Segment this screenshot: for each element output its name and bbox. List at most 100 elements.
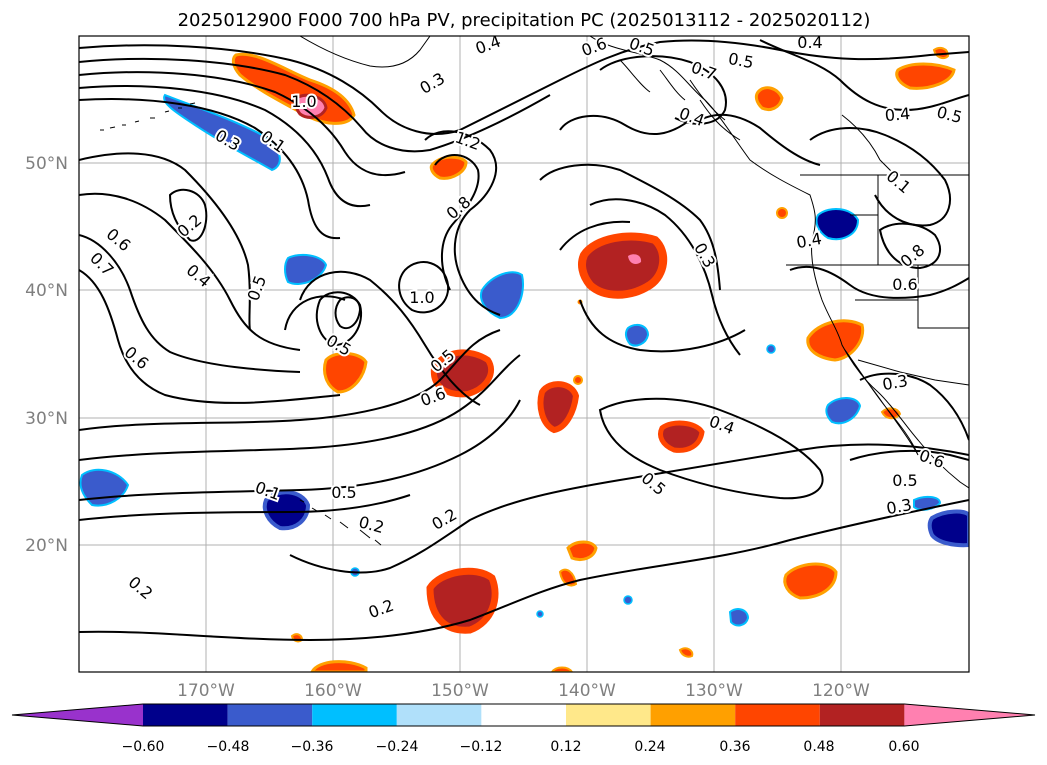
neg-blob	[536, 610, 544, 618]
colorbar-bin	[12, 704, 143, 726]
lat-tick-label: 20°N	[25, 536, 68, 556]
neg-blob	[624, 323, 650, 347]
colorbar-bin	[481, 704, 566, 726]
border-states-2	[786, 214, 879, 266]
pos-blob	[573, 375, 583, 385]
neg-blob	[825, 397, 862, 425]
pv-contour	[168, 188, 208, 242]
pv-contours	[79, 39, 969, 642]
pv-contour	[289, 443, 969, 574]
pv-contour	[759, 39, 969, 112]
neg-blob	[815, 208, 860, 240]
pv-contour	[589, 198, 741, 356]
pv-contour	[79, 494, 411, 521]
lat-tick-label: 40°N	[25, 281, 68, 301]
neg-blob	[262, 490, 311, 531]
pv-contour	[559, 220, 631, 251]
pos-blob	[550, 666, 574, 672]
lon-tick-label: 130°W	[685, 681, 743, 701]
map-frame	[78, 35, 970, 673]
contour-label: 1.0	[409, 288, 434, 307]
colorbar-tick-label: −0.12	[460, 739, 503, 755]
neg-blob	[766, 344, 776, 354]
pv-contour	[559, 114, 691, 136]
pv-contour	[849, 449, 969, 461]
pv-contour	[79, 152, 251, 331]
coastline-hawaii	[299, 499, 382, 546]
colorbar-outline	[11, 703, 1036, 727]
pv-contour	[315, 291, 363, 347]
colorbar-tick-label: 0.36	[719, 739, 750, 755]
pv-contour	[79, 98, 341, 240]
pv-contour	[79, 85, 371, 208]
pv-contour	[79, 192, 301, 351]
coastline-aleutians	[100, 102, 196, 131]
colorbar-bin	[904, 704, 1035, 726]
pos-blob	[776, 207, 788, 219]
borders	[786, 114, 969, 386]
pv-contour	[398, 261, 450, 314]
pv-contour	[878, 222, 941, 270]
colorbar-bin	[735, 704, 820, 726]
contour-label: 1.0	[291, 92, 316, 111]
pos-blob	[537, 381, 580, 434]
lon-tick-label: 170°W	[177, 681, 235, 701]
neg-blob	[623, 595, 633, 605]
coastline-islands	[619, 59, 741, 141]
colorbar-bin	[819, 704, 905, 726]
lon-tick-label: 160°W	[304, 681, 362, 701]
colorbar-bin	[227, 704, 313, 726]
pv-contour	[79, 354, 521, 461]
neg-blob	[728, 608, 750, 627]
colorbar-bin	[396, 704, 482, 726]
pv-contour	[789, 265, 969, 299]
pv-contour	[79, 329, 501, 431]
pv-contour	[424, 130, 501, 316]
pv-contour	[79, 399, 521, 501]
pv-contour	[79, 269, 341, 404]
pos-blob	[783, 562, 838, 600]
neg-blob	[163, 93, 281, 172]
lon-tick-label: 140°W	[558, 681, 616, 701]
colorbar-tick-label: 0.60	[888, 739, 919, 755]
colorbar-bin	[566, 704, 651, 726]
contour-label: 0.5	[892, 471, 917, 490]
pv-contour	[598, 397, 824, 500]
lon-tick-label: 150°W	[431, 681, 489, 701]
colorbar-tick-label: 0.12	[550, 739, 581, 755]
pos-blob	[429, 155, 468, 180]
pv-contour	[599, 55, 727, 125]
neg-blob	[927, 509, 969, 548]
pos-blob	[578, 232, 668, 299]
pos-blob	[678, 647, 694, 658]
pv-contour	[579, 299, 746, 353]
pos-blob	[426, 567, 499, 634]
pv-contour	[539, 163, 721, 291]
coastline-alaska	[299, 36, 431, 68]
border-states-3	[917, 265, 969, 329]
colorbar-tick-label: 0.48	[803, 739, 834, 755]
colorbar	[11, 703, 1036, 727]
pv-contour	[79, 71, 406, 177]
pv-contour	[79, 234, 301, 373]
lon-tick-label: 120°W	[812, 681, 870, 701]
lat-tick-labels: 50°N 40°N 30°N 20°N	[25, 154, 68, 556]
pos-blob	[806, 319, 865, 362]
contour-label: 0.4	[884, 104, 911, 125]
colorbar-tick-labels: −0.60 −0.48 −0.36 −0.24 −0.12 0.12 0.24 …	[122, 739, 920, 755]
colorbar-tick-label: −0.60	[122, 739, 165, 755]
pv-contour	[334, 296, 362, 330]
pos-blob	[658, 420, 705, 453]
border-canada-inner	[841, 114, 896, 176]
pos-blob	[323, 352, 368, 394]
colorbar-bin	[143, 704, 228, 726]
pos-blob	[754, 86, 784, 112]
pos-blob	[566, 540, 598, 562]
pos-blob	[430, 349, 495, 398]
contour-label: 0.4	[797, 33, 822, 52]
coastlines	[100, 36, 969, 546]
colorbar-tick-label: 0.24	[634, 739, 665, 755]
colorbar-bin	[312, 704, 397, 726]
coastline-north-america	[589, 36, 969, 489]
